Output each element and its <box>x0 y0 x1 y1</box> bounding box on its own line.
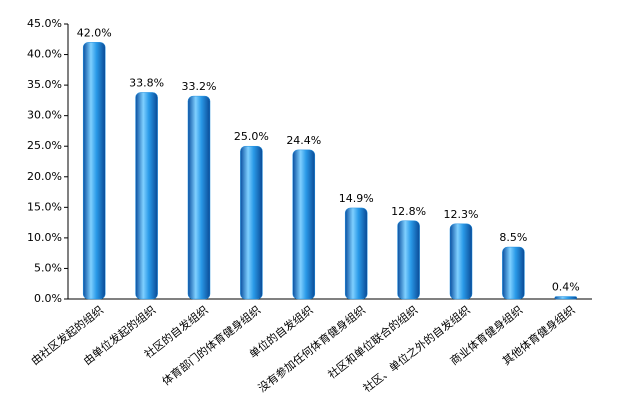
value-label: 33.2% <box>182 80 217 93</box>
bar <box>502 246 525 300</box>
y-tick-label: 40.0% <box>27 48 62 61</box>
value-label: 14.9% <box>339 192 374 205</box>
y-tick-label: 35.0% <box>27 78 62 91</box>
bar <box>292 149 316 300</box>
y-tick-label: 30.0% <box>27 109 62 122</box>
y-tick-label: 0.0% <box>34 292 62 305</box>
x-tick-label: 社区和单位联合的组织 <box>325 303 420 382</box>
value-label: 42.0% <box>77 26 112 39</box>
bar <box>240 145 263 300</box>
y-tick-label: 15.0% <box>27 200 62 213</box>
bar <box>187 95 211 300</box>
value-label: 24.4% <box>286 134 321 147</box>
bar <box>82 42 106 300</box>
bar <box>397 220 420 300</box>
y-tick-label: 25.0% <box>27 139 62 152</box>
bar <box>135 92 158 300</box>
value-label: 33.8% <box>129 76 164 89</box>
value-label: 12.3% <box>444 208 479 221</box>
value-label: 8.5% <box>499 231 527 244</box>
y-tick-label: 20.0% <box>27 170 62 183</box>
y-tick-label: 5.0% <box>34 261 62 274</box>
bar <box>344 207 368 300</box>
y-tick-label: 45.0% <box>27 17 62 30</box>
y-tick-label: 10.0% <box>27 231 62 244</box>
value-label: 12.8% <box>391 205 426 218</box>
bar <box>554 296 578 300</box>
x-tick-label: 体育部门的体育健身组织 <box>159 303 263 389</box>
value-label: 0.4% <box>552 281 580 294</box>
value-label: 25.0% <box>234 130 269 143</box>
bar <box>449 223 473 300</box>
